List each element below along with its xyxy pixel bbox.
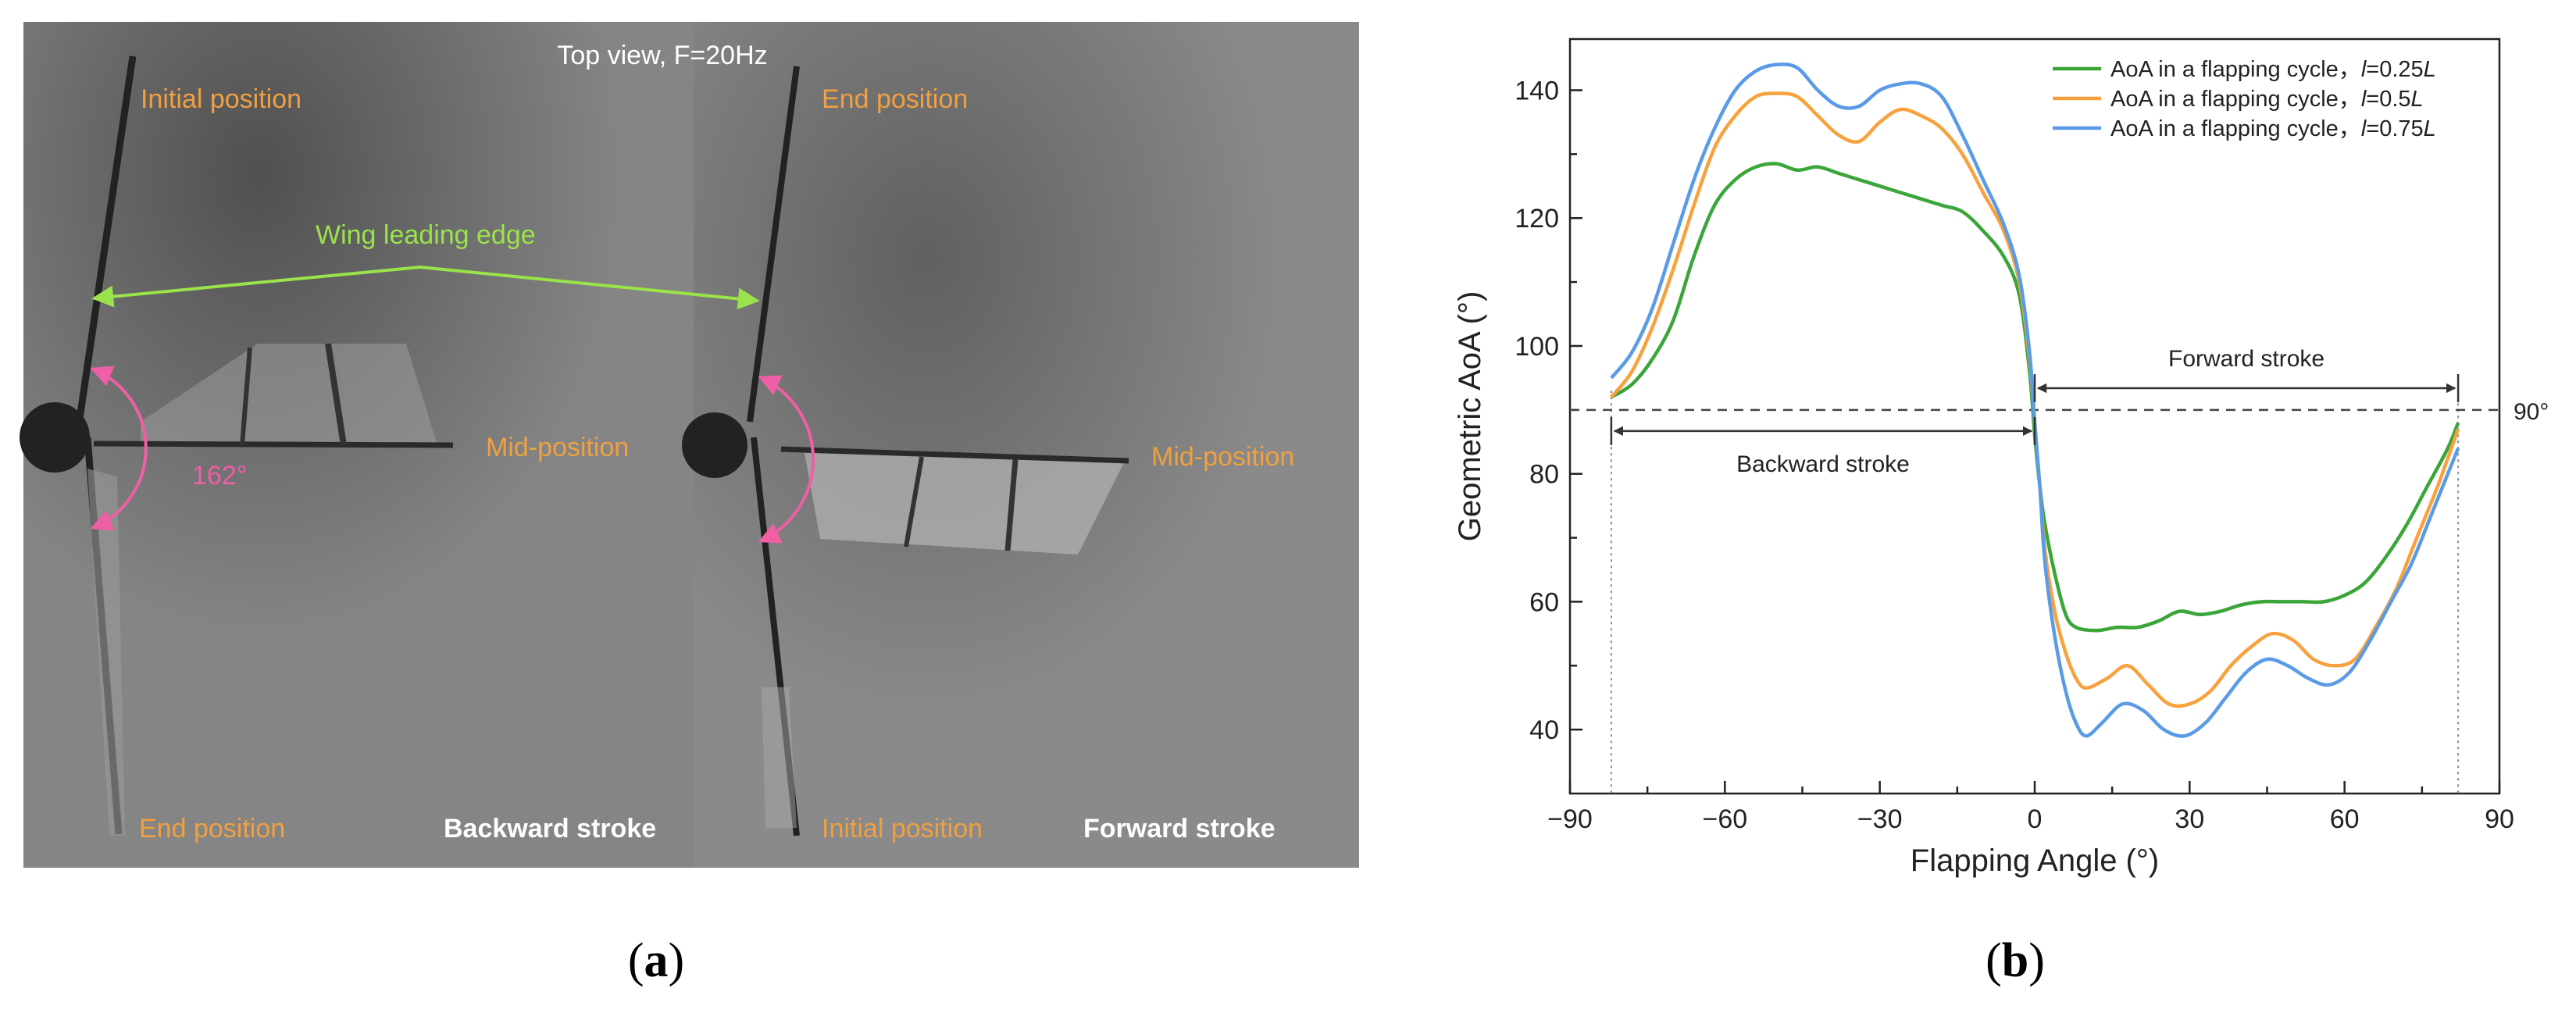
x-axis: −90 −60 −30 0 30 60 90: [1547, 781, 2514, 834]
left-end-position-label: End position: [139, 814, 285, 844]
x-tick-label: 0: [2028, 804, 2043, 834]
right-body: [682, 412, 747, 478]
legend-entry-1: AoA in a flapping cycle，l=0.25L: [2110, 57, 2436, 82]
series-lines: [1610, 62, 2460, 738]
backward-stroke-label: Backward stroke: [1736, 451, 1910, 477]
right-mid-position-label: Mid-position: [1151, 442, 1294, 472]
forward-stroke-label: Forward stroke: [2168, 346, 2324, 372]
x-tick-label: −90: [1547, 804, 1593, 834]
caption-b: (b): [1986, 934, 2045, 987]
right-wing-spar-mid: [780, 446, 1129, 464]
right-wing-membrane-lower: [762, 687, 797, 828]
x-tick-label: 30: [2175, 804, 2204, 834]
legend-unit: L: [2424, 116, 2436, 141]
x-tick-label: −30: [1857, 804, 1903, 834]
y-tick-label: 60: [1529, 587, 1559, 617]
left-wing-membrane-lower: [87, 469, 125, 836]
x-axis-title: Flapping Angle (°): [1911, 844, 2159, 878]
reference-line-label: 90°: [2514, 399, 2549, 425]
panel-a-photo: Top view, F=20Hz Initial position End po…: [20, 22, 1359, 868]
left-body: [20, 402, 90, 473]
backward-stroke-photo-label: Backward stroke: [444, 814, 656, 844]
leading-edge-arrow: [91, 265, 760, 310]
legend-value: =0.75: [2366, 116, 2423, 141]
left-stroke-arc: [90, 366, 148, 531]
left-wing-membrane-mid: [141, 344, 437, 445]
x-tick-label: 90: [2485, 804, 2514, 834]
legend-var: l: [2361, 57, 2367, 82]
stroke-arrows: Forward stroke Backward stroke: [1610, 346, 2460, 477]
left-mid-position-label: Mid-position: [486, 433, 629, 462]
left-wing-spar-mid: [93, 441, 454, 448]
y-tick-label: 80: [1529, 460, 1559, 490]
legend-var: l: [2361, 116, 2367, 141]
x-tick-label: 60: [2330, 804, 2360, 834]
forward-stroke-photo-label: Forward stroke: [1083, 814, 1276, 844]
left-wing-rib-2: [325, 343, 347, 446]
leading-edge-label: Wing leading edge: [316, 220, 536, 250]
photo-top-title: Top view, F=20Hz: [557, 41, 767, 70]
legend-var: l: [2361, 87, 2367, 112]
legend-prefix: AoA in a flapping cycle，: [2110, 57, 2361, 82]
series-line-3: [1610, 62, 2460, 738]
left-wing-rib-1: [240, 347, 252, 446]
right-stroke-arc: [758, 375, 815, 544]
right-wing-rib-2: [1004, 458, 1019, 551]
right-wing-spar-upper: [747, 66, 800, 423]
y-tick-label: 120: [1515, 204, 1559, 234]
legend-unit: L: [2411, 87, 2424, 112]
caption-a-letter: a: [644, 934, 669, 987]
right-initial-position-label: Initial position: [822, 814, 983, 844]
x-tick-label: −60: [1702, 804, 1747, 834]
legend-unit: L: [2424, 57, 2436, 82]
panel-b-chart: 40 60 80 100 120 140 −90 −60 −30 0 30 60 90 90° For…: [1453, 37, 2549, 878]
legend-value: =0.25: [2366, 57, 2423, 82]
right-wing-rib-1: [904, 456, 924, 548]
legend-prefix: AoA in a flapping cycle，: [2110, 87, 2361, 112]
y-axis: 40 60 80 100 120 140: [1515, 76, 1582, 745]
legend-prefix: AoA in a flapping cycle，: [2110, 116, 2361, 141]
legend-value: =0.5: [2366, 87, 2410, 112]
right-end-position-label: End position: [822, 84, 968, 114]
stroke-angle-label: 162°: [192, 461, 247, 490]
vertical-guides: [1610, 391, 2460, 794]
y-tick-label: 100: [1515, 332, 1559, 362]
y-axis-title: Geometric AoA (°): [1453, 291, 1487, 542]
photo-right-half: [694, 22, 1359, 868]
y-tick-label: 40: [1529, 715, 1559, 745]
right-wing-drawing: [682, 66, 1129, 836]
legend-entry-2: AoA in a flapping cycle，l=0.5L: [2110, 87, 2424, 112]
y-tick-label: 140: [1515, 76, 1559, 105]
legend-entry-3: AoA in a flapping cycle，l=0.75L: [2110, 116, 2436, 141]
left-initial-position-label: Initial position: [141, 84, 301, 114]
right-wing-membrane-mid: [805, 453, 1125, 555]
caption-b-letter: b: [2002, 934, 2028, 987]
left-wing-spar-upper: [74, 55, 137, 430]
caption-a: (a): [628, 934, 684, 987]
